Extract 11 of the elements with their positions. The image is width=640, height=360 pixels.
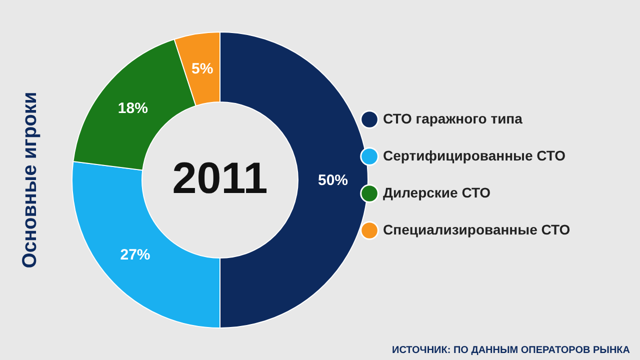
data-label: 50% <box>318 172 348 189</box>
data-label: 27% <box>120 246 150 264</box>
data-label: 5% <box>191 60 214 78</box>
legend-label: Сертифицированные СТО <box>383 148 566 164</box>
legend-label: Специализированные СТО <box>383 222 570 238</box>
text: Основные игроки <box>19 92 41 268</box>
legend-label: Дилерские СТО <box>383 184 491 200</box>
text: 2011 <box>172 154 268 203</box>
legend-label: СТО гаражного типа <box>383 110 523 126</box>
data-label: 18% <box>118 100 148 117</box>
text: ИСТОЧНИК: ПО ДАННЫМ ОПЕРАТОРОВ РЫНКА <box>392 345 630 356</box>
